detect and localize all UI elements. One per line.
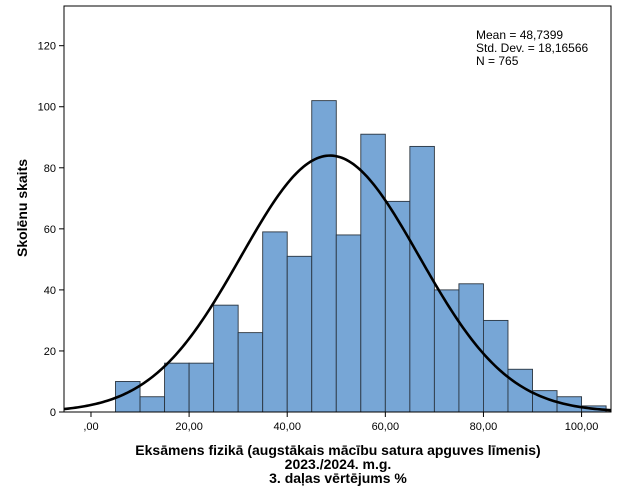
y-tick-label: 100 (38, 102, 56, 114)
x-tick-label: 20,00 (175, 421, 203, 433)
histogram-bars (115, 100, 607, 413)
x-tick-label: 80,00 (470, 421, 498, 433)
histogram-bar (164, 362, 190, 413)
y-tick-label: 60 (44, 224, 56, 236)
stat-std-dev: Std. Dev. = 18,16566 (476, 41, 589, 55)
stats-box: Mean = 48,7399 Std. Dev. = 18,16566 N = … (476, 28, 589, 68)
y-tick-label: 120 (38, 41, 56, 53)
histogram-bar (409, 145, 435, 413)
histogram-bar (311, 100, 337, 413)
histogram-bar (188, 362, 215, 413)
plot-frame (63, 5, 612, 413)
normal-curve (63, 154, 612, 412)
y-tick-label: 40 (44, 285, 56, 297)
x-axis-title-line-1: Eksāmens fizikā (augstākais mācību satur… (135, 442, 540, 458)
x-axis-title: Eksāmens fizikā (augstākais mācību satur… (135, 442, 540, 486)
stat-mean: Mean = 48,7399 (476, 28, 563, 42)
histogram-bar (360, 133, 386, 413)
x-axis: ,00 20,00 40,00 60,00 80,00 100,00 (83, 412, 598, 433)
histogram-bar (139, 396, 166, 413)
x-tick-label: 60,00 (372, 421, 400, 433)
histogram-bar (286, 255, 313, 413)
x-tick-label: 40,00 (273, 421, 301, 433)
y-axis: 0 20 40 60 80 100 120 (38, 41, 64, 419)
histogram-bar (433, 289, 460, 413)
x-tick-label: ,00 (83, 421, 98, 433)
y-axis-title: Skolēnu skaits (14, 159, 30, 257)
y-tick-label: 20 (44, 346, 56, 358)
histogram-bar (262, 231, 288, 413)
x-tick-label: 100,00 (565, 421, 599, 433)
x-axis-title-line-3: 3. daļas vērtējums % (269, 470, 407, 486)
histogram-bar (213, 304, 239, 413)
stat-n: N = 765 (476, 54, 519, 68)
histogram-bar (335, 234, 362, 413)
histogram-bar (237, 332, 264, 413)
y-tick-label: 0 (50, 407, 56, 419)
y-tick-label: 80 (44, 163, 56, 175)
x-axis-title-line-2: 2023./2024. m.g. (285, 456, 392, 472)
